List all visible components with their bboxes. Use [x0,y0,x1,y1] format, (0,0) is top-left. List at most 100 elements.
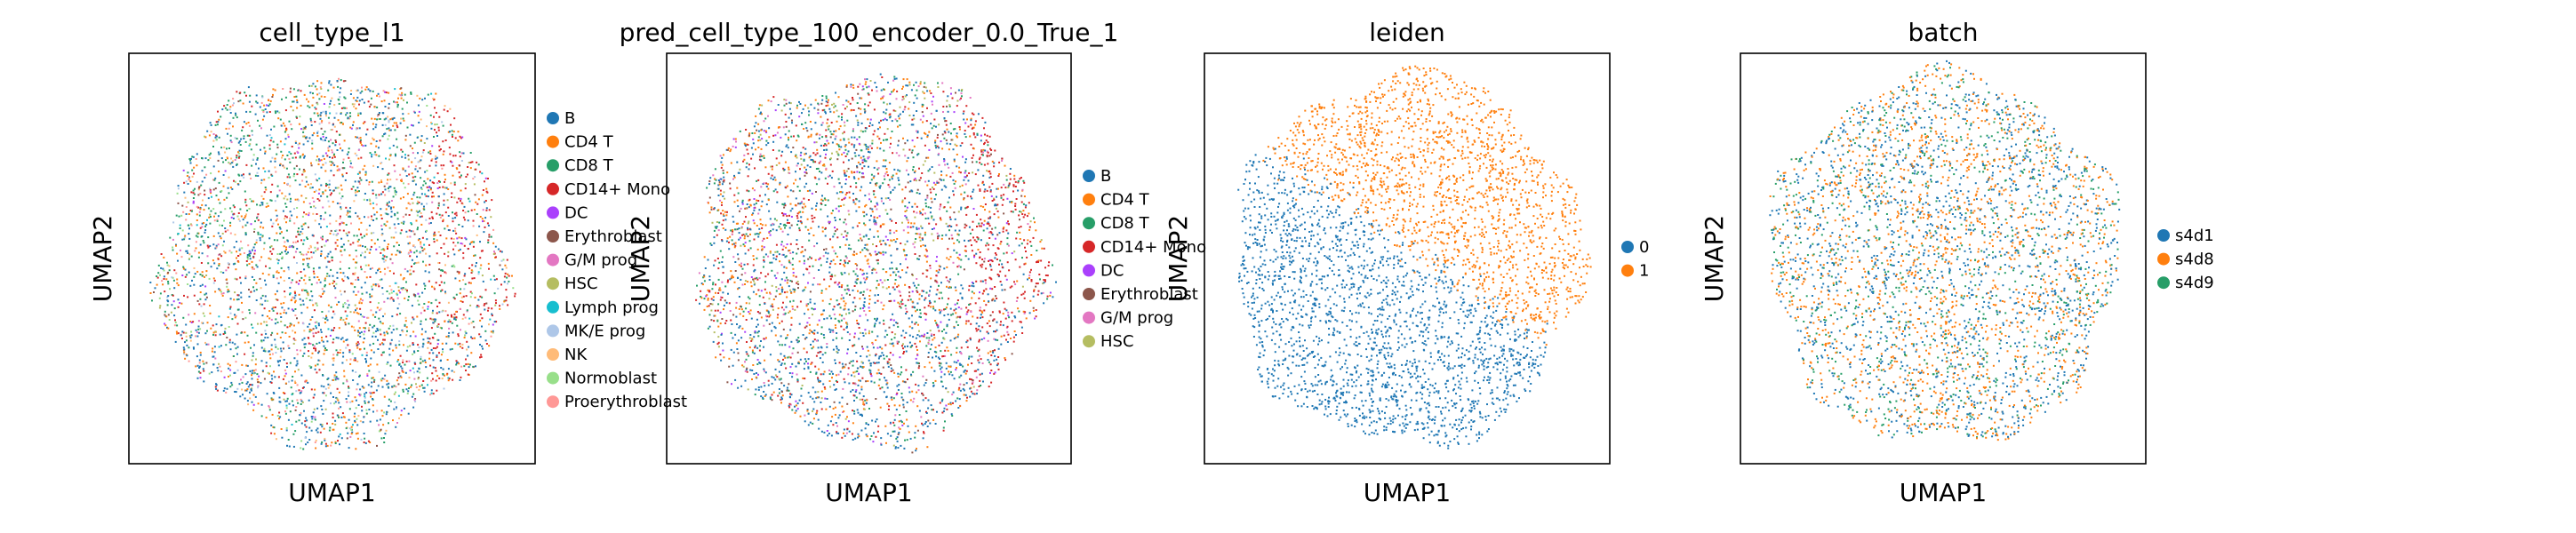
legend-label: DC [564,203,588,222]
legend-item: DC [547,203,588,222]
legend-marker [2157,252,2170,266]
legend-label: Proerythroblast [564,393,687,411]
axes-frame [128,52,536,465]
legend-item: B [547,109,575,128]
legend-marker [1083,264,1095,277]
legend-marker [547,112,559,124]
legend-item: Proerythroblast [547,393,687,411]
legend-label: CD8 T [1100,214,1150,233]
legend-label: Lymph prog [564,298,659,317]
legend-marker [547,371,559,385]
legend-label: Erythroblast [1100,285,1198,304]
legend-label: MK/E prog [564,322,645,340]
legend-marker [547,206,559,219]
legend-label: s4d8 [2175,251,2214,269]
legend-label: Erythroblast [564,227,662,246]
legend-label: s4d1 [2175,227,2214,245]
legend-item: s4d9 [2157,274,2214,292]
y-axis-label: UMAP2 [626,215,655,303]
legend-item: CD8 T [547,156,614,175]
legend-label: DC [1100,261,1124,280]
legend-item: 0 [1621,238,1649,257]
legend-marker [547,182,559,195]
y-axis-label: UMAP2 [1700,215,1729,303]
panel-title: cell_type_l1 [259,18,404,47]
legend-label: CD4 T [564,133,614,152]
legend-marker [1621,264,1634,277]
legend-item: CD4 T [1083,191,1150,210]
legend-label: Normoblast [564,370,657,388]
legend-item: 1 [1621,262,1649,281]
legend-item: CD8 T [1083,214,1150,233]
legend-marker [2157,276,2170,290]
legend-label: HSC [1100,332,1134,351]
legend-item: B [1083,167,1111,186]
legend-marker [547,395,559,409]
y-axis-label: UMAP2 [88,215,117,303]
legend-item: G/M prog [547,251,637,270]
legend: 01 [1621,238,1649,281]
legend-item: CD14+ Mono [1083,238,1206,257]
legend-marker [1083,193,1095,206]
legend-item: MK/E prog [547,322,645,340]
legend-marker [547,159,559,172]
scatter-points [149,77,516,450]
legend-item: DC [1083,261,1124,280]
legend: B CD4 T CD8 T CD14+ Mono DC Erythroblast G/M p… [547,109,687,411]
legend-item: Normoblast [547,370,657,388]
panel-4: batch UMAP1 UMAP2 s4d1 s4d8 s4d9 [1700,18,2214,507]
legend-label: CD14+ Mono [564,180,670,199]
legend-marker [1083,240,1095,253]
axes-frame [666,52,1072,465]
panel-title: pred_cell_type_100_encoder_0.0_True_1 [620,18,1119,47]
legend-item: s4d1 [2157,227,2214,245]
legend-marker [1083,288,1095,300]
legend-label: CD4 T [1100,191,1150,210]
legend-item: HSC [1083,332,1134,351]
axes-frame [1204,52,1611,465]
legend-marker [2157,229,2170,242]
scatter-points [1769,60,2121,442]
legend-marker [547,277,559,290]
legend-label: NK [564,346,588,364]
legend-item: NK [547,346,588,364]
legend-marker [1083,311,1095,324]
x-axis-label: UMAP1 [825,478,913,507]
scatter-points [695,73,1057,454]
legend: B CD4 T CD8 T CD14+ Mono DC Erythroblast G/M p… [1083,167,1206,351]
panel-2: pred_cell_type_100_encoder_0.0_True_1 UMA… [620,18,1206,507]
legend-marker [1083,170,1095,182]
legend-marker [1083,217,1095,230]
legend-item: HSC [547,274,598,293]
legend-label: CD8 T [564,156,614,175]
legend-marker [547,348,559,361]
panel-title: batch [1908,18,1978,47]
legend-item: CD14+ Mono [547,180,670,199]
legend-marker [547,135,559,148]
legend-label: CD14+ Mono [1100,238,1206,257]
axes-frame [1740,52,2147,465]
legend-label: B [1100,167,1111,186]
legend-item: G/M prog [1083,309,1173,328]
legend-marker [1083,335,1095,348]
legend-item: Lymph prog [547,298,659,317]
legend-marker [1621,241,1634,253]
panel-1: cell_type_l1 UMAP1 UMAP2 B CD4 T CD8 T CD14+ M… [88,18,687,507]
legend-label: HSC [564,274,598,293]
legend-item: Erythroblast [1083,285,1198,304]
legend-item: s4d8 [2157,251,2214,269]
legend-label: G/M prog [564,251,637,270]
panel-title: leiden [1369,18,1445,47]
legend-label: 0 [1639,238,1649,257]
legend-label: B [564,109,575,128]
x-axis-label: UMAP1 [288,478,376,507]
legend-marker [547,230,559,243]
y-axis-label: UMAP2 [1164,215,1193,303]
legend: s4d1 s4d8 s4d9 [2157,227,2214,292]
legend-label: G/M prog [1100,309,1173,328]
scatter-points [1237,65,1592,449]
legend-marker [547,253,559,266]
x-axis-label: UMAP1 [1364,478,1452,507]
legend-label: s4d9 [2175,274,2214,292]
